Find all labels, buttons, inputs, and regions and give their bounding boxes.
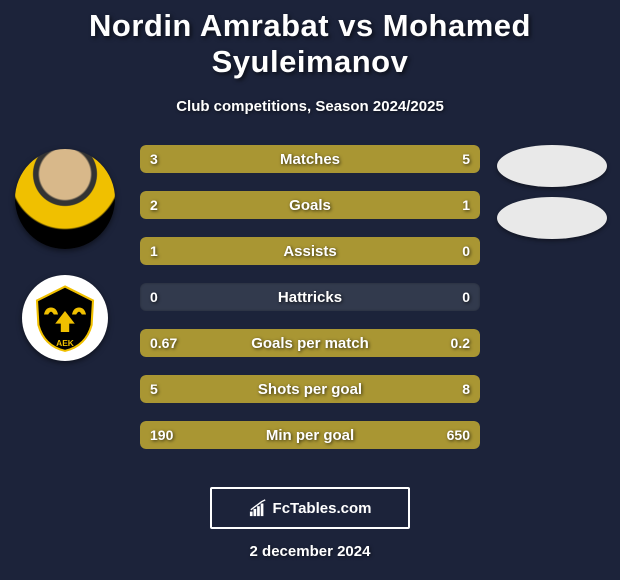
svg-text:AEK: AEK (56, 338, 74, 348)
stat-bar-right-fill (217, 421, 480, 449)
stat-bar-right-fill (268, 145, 481, 173)
stat-bar-right-fill (402, 329, 480, 357)
stat-row: Matches35 (140, 145, 480, 173)
comparison-area: AEK Matches35 Goals21 Assists10 Hattricks0 0… (0, 145, 620, 475)
fctables-logo-icon (249, 499, 267, 517)
stat-bar-left-fill (140, 145, 268, 173)
page-title: Nordin Amrabat vs Mohamed Syuleimanov (0, 0, 620, 80)
player-right-team-placeholder (497, 197, 607, 239)
stat-bar-right-fill (271, 375, 480, 403)
stat-bar-left-fill (140, 191, 367, 219)
player-right-avatar-placeholder (497, 145, 607, 187)
stat-row: Assists10 (140, 237, 480, 265)
stat-row: Goals per match0.670.2 (140, 329, 480, 357)
attribution-box: FcTables.com (210, 487, 410, 529)
stat-value-right: 0 (462, 283, 470, 311)
stat-bar-left-fill (140, 421, 217, 449)
stat-bar-right-fill (367, 191, 480, 219)
subtitle: Club competitions, Season 2024/2025 (0, 98, 620, 115)
aek-badge-icon: AEK (30, 283, 100, 353)
stat-bar-left-fill (140, 329, 402, 357)
stat-bar-left-fill (140, 237, 480, 265)
stat-label: Hattricks (140, 283, 480, 311)
right-player-column (492, 145, 612, 239)
stat-bar-left-fill (140, 375, 271, 403)
stat-row: Min per goal190650 (140, 421, 480, 449)
left-player-column: AEK (10, 145, 120, 361)
stat-bars: Matches35 Goals21 Assists10 Hattricks0 0 Goal… (140, 145, 480, 467)
stat-row: Shots per goal58 (140, 375, 480, 403)
stat-row: Hattricks0 0 (140, 283, 480, 311)
stat-row: Goals21 (140, 191, 480, 219)
player-left-avatar (15, 149, 115, 249)
stat-value-left: 0 (150, 283, 158, 311)
player-left-team-badge: AEK (22, 275, 108, 361)
attribution-text: FcTables.com (273, 500, 372, 517)
date-text: 2 december 2024 (0, 543, 620, 560)
